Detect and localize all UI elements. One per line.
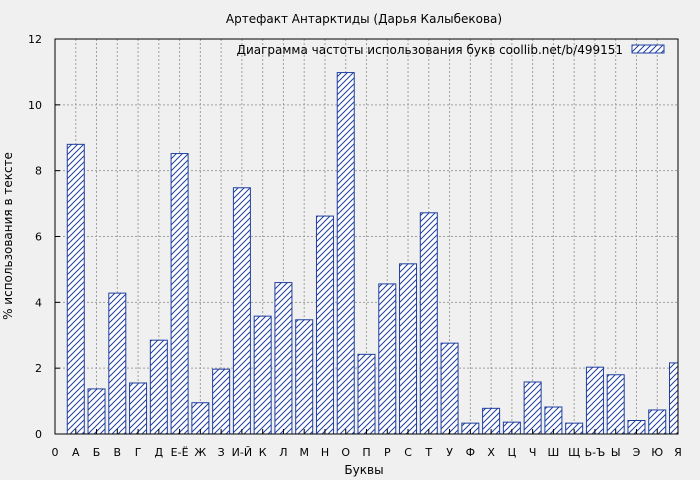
x-tick-label: Ф bbox=[466, 446, 475, 459]
bar bbox=[274, 282, 293, 435]
legend-label: Диаграмма частоты использования букв coo… bbox=[237, 43, 623, 57]
legend-swatch bbox=[631, 44, 665, 54]
y-tick-label: 10 bbox=[28, 99, 42, 112]
bar bbox=[357, 353, 376, 435]
x-tick-label: Т bbox=[424, 446, 432, 459]
bar bbox=[315, 215, 334, 435]
x-tick-label: А bbox=[72, 446, 80, 459]
bar bbox=[440, 342, 459, 435]
x-tick-label: Ы bbox=[611, 446, 621, 459]
x-tick-label: З bbox=[218, 446, 225, 459]
x-tick-label: К bbox=[259, 446, 267, 459]
y-axis-ticks: 0 2 4 6 8 10 12 bbox=[28, 33, 60, 441]
bar bbox=[336, 72, 355, 435]
bar bbox=[295, 319, 314, 435]
x-tick-label: Е-Ё bbox=[171, 446, 189, 459]
x-tick-label: Ь-Ъ bbox=[585, 446, 606, 459]
x-tick-label: Б bbox=[93, 446, 101, 459]
x-tick-label: Д bbox=[155, 446, 164, 459]
x-tick-label: Р bbox=[384, 446, 391, 459]
x-tick-label: Х bbox=[487, 446, 495, 459]
chart-title: Артефакт Антарктиды (Дарья Калыбекова) bbox=[226, 12, 502, 26]
x-axis-ticks: 0 А Б В Г Д Е-Ё Ж З И-Й К Л М Н О П Р С Т У Ф Х Ц Ч Ш Щ Ь-Ъ Ы Э Ю Я bbox=[52, 429, 682, 459]
y-tick-label: 8 bbox=[35, 165, 42, 178]
x-tick-label: М bbox=[299, 446, 309, 459]
x-tick-label: Э bbox=[633, 446, 641, 459]
x-tick-label: С bbox=[404, 446, 412, 459]
x-tick-label: У bbox=[446, 446, 453, 459]
bar bbox=[66, 143, 85, 435]
bar bbox=[606, 374, 625, 435]
x-tick-label: И-Й bbox=[232, 446, 252, 459]
bar bbox=[108, 292, 127, 435]
y-axis-label: % использования в тексте bbox=[1, 152, 15, 320]
bar bbox=[232, 187, 251, 435]
bar bbox=[129, 382, 148, 435]
bar bbox=[149, 339, 168, 435]
x-tick-label: Ч bbox=[529, 446, 537, 459]
x-tick-label: П bbox=[362, 446, 370, 459]
bar bbox=[669, 362, 679, 435]
bar bbox=[419, 212, 438, 435]
x-tick-label: Щ bbox=[568, 446, 580, 459]
bar bbox=[378, 283, 397, 435]
x-axis-label: Буквы bbox=[344, 463, 383, 477]
bars bbox=[66, 72, 679, 435]
bar bbox=[585, 366, 604, 435]
y-tick-label: 0 bbox=[35, 428, 42, 441]
y-tick-label: 2 bbox=[35, 362, 42, 375]
y-tick-label: 12 bbox=[28, 33, 42, 46]
bar bbox=[399, 263, 418, 435]
bar bbox=[87, 388, 106, 435]
x-tick-label: Ц bbox=[508, 446, 517, 459]
x-tick-label: Я bbox=[674, 446, 682, 459]
bar bbox=[253, 315, 272, 435]
bar bbox=[523, 381, 542, 435]
x-tick-label: Н bbox=[321, 446, 329, 459]
x-tick-label: Ю bbox=[651, 446, 663, 459]
x-tick-label: Ш bbox=[548, 446, 560, 459]
legend: Диаграмма частоты использования букв coo… bbox=[237, 43, 665, 57]
y-tick-label: 6 bbox=[35, 231, 42, 244]
x-tick-label: О bbox=[341, 446, 350, 459]
x-tick-label: Л bbox=[279, 446, 287, 459]
y-tick-label: 4 bbox=[35, 296, 42, 309]
x-tick-label: 0 bbox=[52, 446, 59, 459]
x-tick-label: Ж bbox=[194, 446, 206, 459]
x-tick-label: Г bbox=[135, 446, 142, 459]
bar bbox=[170, 153, 189, 435]
bar bbox=[212, 368, 231, 435]
x-tick-label: В bbox=[114, 446, 122, 459]
